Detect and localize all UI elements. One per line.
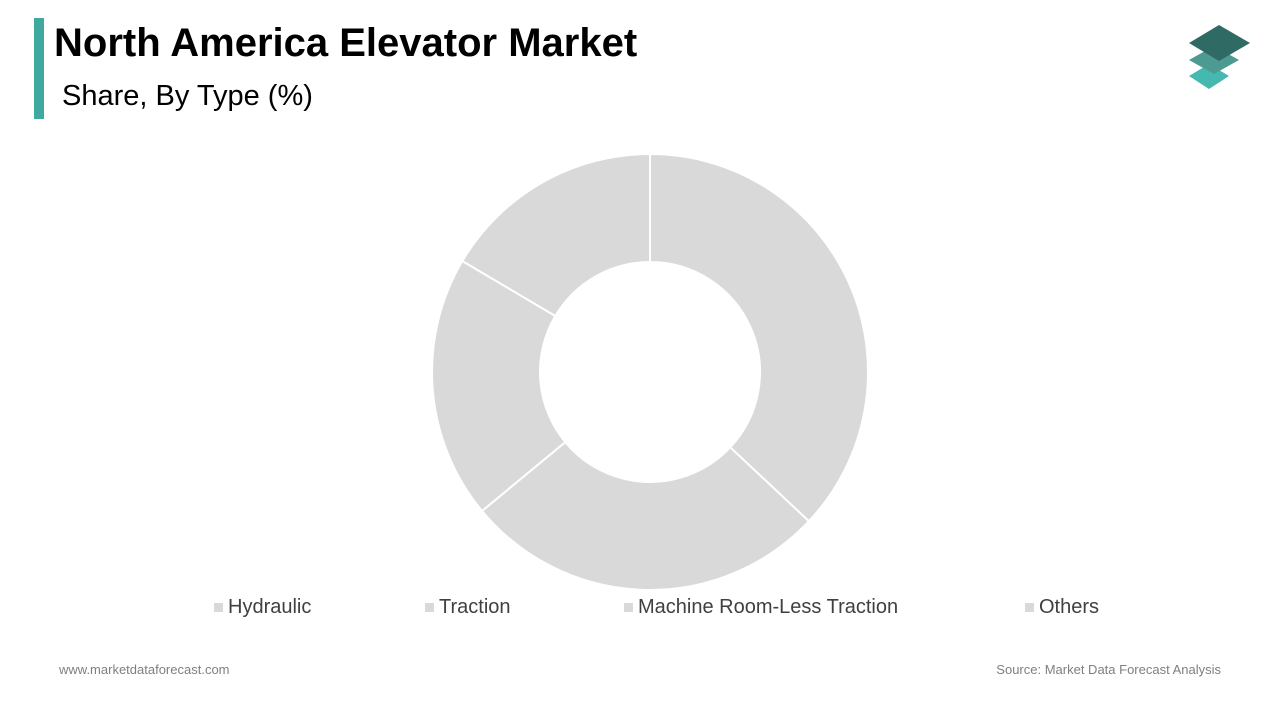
legend-swatch xyxy=(624,603,633,612)
legend-label: Hydraulic xyxy=(228,596,312,618)
chart-subtitle: Share, By Type (%) xyxy=(62,80,313,112)
legend-swatch xyxy=(1025,603,1034,612)
legend-item-machine-room-less-traction: Machine Room-Less Traction xyxy=(624,596,898,619)
legend-label: Traction xyxy=(439,596,511,618)
chart-title: North America Elevator Market xyxy=(54,21,638,65)
donut-chart xyxy=(431,152,869,590)
title-accent-bar xyxy=(34,18,44,119)
legend-item-hydraulic: Hydraulic xyxy=(214,596,311,619)
website-url: www.marketdataforecast.com xyxy=(59,662,230,677)
legend-item-traction: Traction xyxy=(425,596,511,619)
slice-others xyxy=(460,152,651,318)
slice-traction xyxy=(480,440,811,590)
slice-machine-room-less-traction xyxy=(431,259,567,513)
legend-swatch xyxy=(425,603,434,612)
legend-label: Others xyxy=(1039,596,1100,618)
source-note: Source: Market Data Forecast Analysis xyxy=(996,662,1221,677)
legend-swatch xyxy=(214,603,223,612)
company-logo-icon xyxy=(1189,25,1250,89)
legend-label: Machine Room-Less Traction xyxy=(638,596,899,618)
chart-legend: Hydraulic Traction Machine Room-Less Tract… xyxy=(0,596,1280,620)
logo-layer-top xyxy=(1189,25,1250,61)
slice-hydraulic xyxy=(649,152,869,523)
legend-item-others: Others xyxy=(1025,596,1099,619)
